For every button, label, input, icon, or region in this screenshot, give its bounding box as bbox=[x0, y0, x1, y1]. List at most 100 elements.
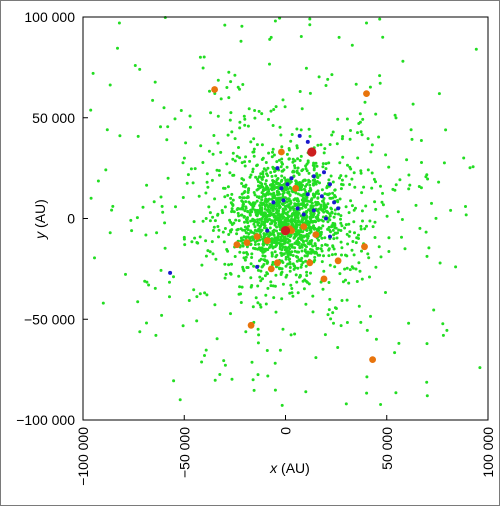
green-point bbox=[201, 161, 205, 164]
green-point bbox=[253, 247, 257, 251]
green-point bbox=[279, 236, 283, 240]
green-point bbox=[301, 261, 305, 264]
green-point bbox=[320, 188, 324, 192]
blue-point bbox=[336, 206, 341, 211]
green-point bbox=[165, 138, 169, 142]
green-point bbox=[190, 240, 194, 244]
green-point bbox=[211, 229, 215, 232]
green-point bbox=[464, 213, 468, 217]
green-point bbox=[327, 308, 331, 312]
green-point bbox=[311, 244, 315, 248]
green-point bbox=[336, 200, 340, 204]
green-point bbox=[271, 147, 275, 151]
green-point bbox=[394, 391, 398, 395]
green-point bbox=[244, 155, 248, 159]
y-tick-label: −50 000 bbox=[24, 311, 75, 327]
green-point bbox=[260, 198, 264, 202]
green-point bbox=[261, 189, 265, 193]
green-point bbox=[255, 199, 259, 203]
green-point bbox=[249, 208, 253, 212]
green-point bbox=[160, 204, 164, 208]
green-point bbox=[246, 221, 250, 225]
green-point bbox=[89, 196, 93, 200]
green-point bbox=[269, 171, 273, 174]
green-point bbox=[454, 265, 458, 269]
green-point bbox=[296, 231, 300, 235]
orange-point bbox=[292, 184, 299, 192]
green-point bbox=[278, 267, 282, 270]
green-point bbox=[345, 266, 349, 270]
green-point bbox=[262, 263, 266, 266]
green-point bbox=[302, 178, 306, 182]
green-point bbox=[276, 232, 280, 236]
green-point bbox=[334, 226, 338, 230]
green-point bbox=[336, 346, 340, 349]
green-point bbox=[229, 80, 233, 84]
green-point bbox=[281, 98, 285, 102]
green-point bbox=[246, 266, 250, 269]
green-point bbox=[271, 195, 275, 199]
green-point bbox=[339, 229, 343, 232]
green-point bbox=[230, 377, 234, 381]
green-point bbox=[247, 232, 251, 236]
green-point bbox=[302, 239, 306, 243]
green-point bbox=[329, 317, 333, 321]
green-point bbox=[265, 271, 269, 275]
green-point bbox=[400, 218, 404, 221]
green-point bbox=[229, 230, 233, 234]
green-point bbox=[269, 109, 273, 113]
green-point bbox=[242, 251, 246, 255]
green-point bbox=[111, 204, 115, 208]
green-point bbox=[363, 100, 367, 104]
green-point bbox=[299, 35, 303, 38]
green-point bbox=[305, 169, 309, 173]
green-point bbox=[326, 227, 330, 231]
green-point bbox=[96, 179, 100, 183]
green-point bbox=[290, 287, 294, 290]
green-point bbox=[354, 241, 358, 245]
y-tick-label: 100 000 bbox=[24, 9, 75, 25]
green-point bbox=[298, 90, 302, 93]
green-point bbox=[296, 166, 300, 170]
green-point bbox=[403, 247, 407, 251]
green-point bbox=[330, 73, 334, 77]
green-point bbox=[261, 172, 265, 176]
green-point bbox=[252, 147, 256, 151]
green-point bbox=[341, 280, 345, 284]
green-point bbox=[298, 259, 302, 262]
green-point bbox=[333, 194, 337, 197]
green-point bbox=[314, 244, 317, 248]
green-point bbox=[208, 219, 212, 223]
green-point bbox=[319, 231, 322, 235]
green-point bbox=[275, 229, 278, 233]
green-point bbox=[223, 23, 227, 27]
green-point bbox=[268, 202, 272, 206]
green-point bbox=[288, 185, 292, 189]
green-point bbox=[300, 107, 304, 111]
green-point bbox=[198, 235, 202, 239]
green-point bbox=[225, 86, 229, 89]
green-point bbox=[334, 307, 338, 310]
green-point bbox=[272, 233, 276, 237]
green-point bbox=[178, 398, 182, 402]
blue-point bbox=[255, 264, 260, 269]
green-point bbox=[250, 256, 254, 259]
green-point bbox=[291, 262, 295, 266]
green-point bbox=[288, 219, 292, 223]
green-point bbox=[272, 187, 276, 191]
green-point bbox=[262, 243, 265, 247]
green-point bbox=[313, 255, 317, 259]
green-point bbox=[274, 180, 278, 184]
green-point bbox=[243, 117, 247, 121]
green-point bbox=[188, 125, 192, 129]
green-point bbox=[272, 228, 276, 232]
green-point bbox=[338, 197, 342, 201]
green-point bbox=[425, 394, 429, 398]
green-point bbox=[312, 166, 316, 170]
green-point bbox=[261, 175, 265, 179]
green-point bbox=[352, 171, 356, 175]
green-point bbox=[271, 150, 274, 154]
green-point bbox=[310, 248, 314, 252]
green-point bbox=[283, 176, 286, 180]
green-point bbox=[203, 354, 206, 357]
